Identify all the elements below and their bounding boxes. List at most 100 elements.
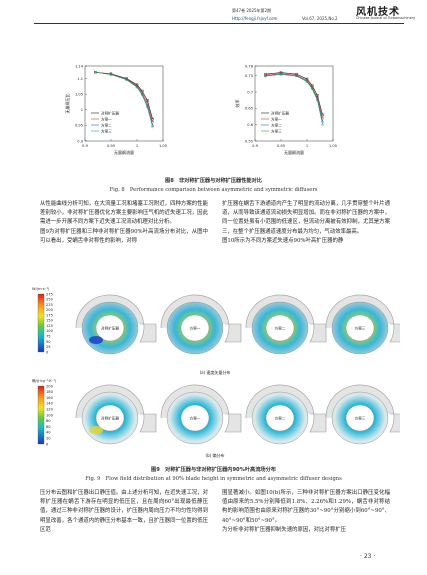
data-point xyxy=(321,123,325,127)
series-line-3 xyxy=(95,71,153,128)
colorbar-b xyxy=(37,385,45,445)
colorbar-tick-label: 200 xyxy=(46,308,54,312)
colorbar-tick-label: 80 xyxy=(46,419,51,423)
y-tick-label: 0.7 xyxy=(247,90,253,94)
fig8-caption-cn: 图8 非对称扩压器与对称扩压器性能对比 xyxy=(165,178,262,184)
low-speed-region xyxy=(89,336,103,344)
colorbar-tick-label: 50 xyxy=(46,340,51,344)
chart-pressure-ratio: 0.9 0.95 1 1.05 0.9 0.95 1 1.05 1.1 1.14 无量纲流量 无量纲压… xyxy=(64,64,167,155)
x-axis-label: 无量纲流量 xyxy=(114,149,134,155)
data-point xyxy=(310,87,314,91)
data-point xyxy=(125,78,129,82)
data-point xyxy=(315,98,319,102)
data-point xyxy=(263,74,267,78)
fig9-sub-a: (a) 速度矢量分布 xyxy=(200,369,231,375)
series-line-0 xyxy=(265,72,323,115)
x-tick-label: 1.05 xyxy=(329,144,337,148)
x-tick-label: 1 xyxy=(306,144,308,148)
journal-logo: 风机技术 xyxy=(356,7,400,18)
colorbar-a xyxy=(37,293,45,353)
body-text-left: 从性能曲线分析可知，在大流量工况和堵塞工况附近，四种方案的性能差别较小，非对称扩… xyxy=(40,200,208,246)
colorbar-tick-label: 180 xyxy=(46,390,54,394)
data-point xyxy=(93,70,97,74)
fig9-caption-en: Fig. 9 Flow field distribution at 90% bl… xyxy=(85,476,342,482)
impeller-hub xyxy=(180,404,210,432)
header-url[interactable]: Http://fengji.fsjxyf.com xyxy=(232,16,278,21)
header-journal-en: Chinese Journal of Turbomachinery xyxy=(356,16,416,20)
legend-label: 方案一 xyxy=(101,116,112,121)
impeller-hub xyxy=(265,404,295,432)
low-speed-region xyxy=(89,426,103,434)
legend-label: 方案三 xyxy=(271,128,282,133)
impeller-hub xyxy=(95,314,125,342)
panel-label: 方案一 xyxy=(190,325,201,330)
y-tick-label: 0.75 xyxy=(245,74,253,78)
x-tick-label: 1.05 xyxy=(159,144,167,148)
body-text-bottom-left: 压分布云图和扩压器出口静压值。由上述分析可知，在近失速工况，对称扩压器在蜗舌下游… xyxy=(40,489,208,535)
y-tick-label: 0.95 xyxy=(75,124,83,128)
plot-frame xyxy=(84,65,164,142)
panel-label: 方案二 xyxy=(275,325,286,330)
colorbar-tick-label: 100 xyxy=(46,413,54,417)
y-tick-label: 1.14 xyxy=(75,64,84,68)
colorbar-tick-label: 200 xyxy=(46,384,54,388)
colorbar-tick-label: 25 xyxy=(46,345,51,349)
colorbar-tick-label: 275 xyxy=(46,292,53,296)
data-point xyxy=(135,85,139,89)
panel-label: 对称扩压器 xyxy=(101,325,119,330)
colorbar-tick-label: 20 xyxy=(46,437,51,441)
data-point xyxy=(145,105,149,109)
colorbar-tick-label: 140 xyxy=(46,402,54,406)
legend-label: 方案二 xyxy=(271,122,282,127)
legend-label: 方案二 xyxy=(101,122,112,127)
y-axis-label: 无量纲压比 xyxy=(64,94,70,114)
data-point xyxy=(146,99,149,102)
legend-label: 方案三 xyxy=(101,128,112,133)
impeller-hub xyxy=(345,314,375,342)
body-text-bottom-left-content: 压分布云图和扩压器出口静压值。由上述分析可知，在近失速工况，对称扩压器在蜗舌下游… xyxy=(40,490,208,533)
legend-label: 对称扩压器 xyxy=(101,110,119,115)
colorbar-tick-label: 125 xyxy=(46,324,53,328)
plot-frame xyxy=(254,65,334,142)
x-tick-label: 0.9 xyxy=(252,144,258,148)
colorbar-tick-label: 100 xyxy=(46,329,54,333)
y-tick-label: 1.05 xyxy=(75,92,83,96)
fig9-sub-b: (b) 熵分布 xyxy=(206,452,225,458)
panel-label: 方案三 xyxy=(355,325,366,330)
x-tick-label: 0.9 xyxy=(82,144,88,148)
x-tick-label: 1 xyxy=(136,144,138,148)
header-issue: 第47卷 2025年第2期 xyxy=(232,8,272,13)
x-tick-label: 0.95 xyxy=(277,144,285,148)
impeller-hub xyxy=(265,314,295,342)
body-text-left-content: 从性能曲线分析可知，在大流量工况和堵塞工况附近，四种方案的性能差别较小，非对称扩… xyxy=(40,201,208,244)
velocity-panels-row: 对称扩压器 方案一 方案二 方案三 xyxy=(75,294,400,355)
colorbar-tick-label: 225 xyxy=(46,303,53,307)
y-axis-label: 效率 xyxy=(234,100,240,108)
body-text-right: 扩压器在蜗舌下游通道内产生了明显的流动分离，几乎贯穿整个叶片通道，从而导致该通道… xyxy=(222,200,390,246)
colorbar-tick-label: 250 xyxy=(46,298,54,302)
colorbar-tick-label: 40 xyxy=(46,431,51,435)
series-line-3 xyxy=(265,74,323,125)
x-tick-label: 0.95 xyxy=(107,144,115,148)
y-tick-label: 0.78 xyxy=(245,64,254,68)
colorbar-b-title: 熵/(J·kg⁻¹·K⁻¹) xyxy=(32,378,57,383)
panel-label: 对称扩压器 xyxy=(101,415,119,420)
header-rule xyxy=(34,23,404,24)
body-text-bottom-right: 围显著减小。如图10(b)所示，三种非对称扩压器方案出口静压变化幅值由原来的5.… xyxy=(222,489,390,535)
y-tick-label: 0.65 xyxy=(245,107,253,111)
body-text-bottom-right-content: 围显著减小。如图10(b)所示，三种非对称扩压器方案出口静压变化幅值由原来的5.… xyxy=(222,490,390,533)
colorbar-tick-label: 75 xyxy=(46,334,51,338)
panel-label: 方案一 xyxy=(190,415,201,420)
data-point xyxy=(140,93,144,97)
data-point xyxy=(151,125,155,129)
data-point xyxy=(279,72,283,76)
x-axis-label: 无量纲流量 xyxy=(284,149,304,155)
header-vol: Vol.67, 2025,No.2 xyxy=(302,16,338,21)
fig9-caption-cn: 图9 对称扩压器与非对称扩压器内90%叶高流场分布 xyxy=(151,467,276,473)
colorbar-tick-label: 120 xyxy=(46,408,54,412)
fig8-caption-en: Fig. 8 Performance comparison between as… xyxy=(109,187,318,193)
data-point xyxy=(109,72,113,76)
impeller-hub xyxy=(180,314,210,342)
